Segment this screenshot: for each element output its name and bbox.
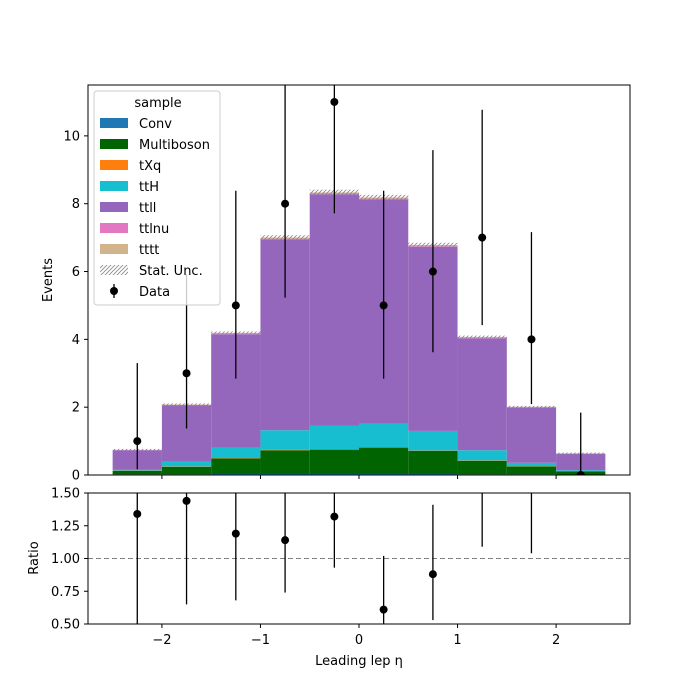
main-y-tick-label-3: 6 [72, 265, 80, 280]
ratio-y-tick-label-0: 0.50 [51, 618, 80, 633]
main-panel: 0 2 4 6 8 10 Events [41, 84, 631, 484]
legend-label-stat-unc: Stat. Unc. [139, 264, 203, 279]
data-point-0 [133, 437, 142, 446]
legend-label-tttt: tttt [139, 243, 159, 258]
stat-unc-bin-7 [457, 335, 507, 339]
legend-label-multiboson: Multiboson [139, 138, 210, 153]
bar-conv-bin-6 [408, 473, 458, 475]
bar-multiboson-bin-8 [506, 466, 557, 475]
bar-tth-bin-7 [457, 450, 507, 461]
main-plot-area [112, 85, 606, 475]
ratio-point-6 [428, 570, 437, 579]
x-tick-label-2: 0 [355, 633, 363, 648]
bar-tth-bin-2 [211, 447, 261, 459]
ratio-point-5 [379, 605, 388, 614]
bar-multiboson-bin-6 [408, 450, 458, 474]
legend-swatch-txq [100, 160, 128, 170]
bar-tth-bin-6 [408, 430, 458, 451]
bar-tth-bin-3 [260, 430, 310, 450]
bar-tth-bin-0 [112, 469, 162, 471]
legend-swatch-tttt [100, 244, 128, 254]
data-point-2 [231, 301, 240, 310]
main-y-tick-label-4: 8 [72, 197, 80, 212]
data-point-4 [330, 97, 339, 106]
ratio-point-0 [133, 509, 142, 518]
ratio-point-1 [182, 496, 191, 505]
ratio-point-2 [231, 529, 240, 538]
data-point-5 [379, 301, 388, 310]
stat-unc-bin-8 [506, 405, 557, 408]
bar-multiboson-bin-1 [161, 466, 212, 475]
legend-label-conv: Conv [139, 117, 172, 132]
legend-swatch-conv [100, 118, 128, 128]
bar-multiboson-bin-2 [211, 458, 261, 474]
legend-label-ttll: ttll [139, 201, 156, 216]
main-y-tick-label-5: 10 [63, 129, 80, 144]
main-y-tick-label-2: 4 [72, 333, 80, 348]
bar-ttll-bin-7 [457, 338, 507, 451]
ratio-y-tick-label-2: 1.00 [51, 552, 80, 567]
bar-conv-bin-5 [359, 473, 409, 475]
bar-tth-bin-1 [161, 461, 212, 467]
legend-swatch-multiboson [100, 139, 128, 149]
x-tick-label-1: −1 [251, 633, 270, 648]
legend-label-tth: ttH [139, 180, 159, 195]
legend-title: sample [134, 96, 181, 111]
ratio-point-4 [330, 512, 339, 521]
bar-multiboson-bin-4 [309, 449, 359, 474]
bar-conv-bin-2 [211, 473, 261, 475]
data-point-8 [527, 335, 536, 344]
legend-label-data: Data [139, 285, 170, 300]
data-point-6 [428, 267, 437, 276]
bar-ttll-bin-8 [506, 407, 557, 463]
ratio-x-axis: −2 −1 0 1 2 [152, 624, 560, 648]
main-y-axis-label: Events [41, 258, 56, 302]
legend-swatch-tth [100, 181, 128, 191]
main-y-tick-label-0: 0 [72, 469, 80, 484]
legend: sample Conv Multiboson tXq ttH ttll ttlnu tttt… [93, 90, 221, 306]
bar-tth-bin-4 [309, 425, 359, 450]
bar-multiboson-bin-5 [359, 447, 409, 474]
x-tick-label-3: 1 [453, 633, 461, 648]
ratio-plot-area [88, 493, 630, 624]
legend-swatch-ttll [100, 202, 128, 212]
bar-tth-bin-5 [359, 423, 409, 448]
ratio-y-axis: 0.50 0.75 1.00 1.25 1.50 [51, 487, 88, 633]
ratio-y-axis-label: Ratio [27, 541, 42, 574]
ratio-y-tick-label-1: 0.75 [51, 585, 80, 600]
main-y-axis: 0 2 4 6 8 10 [63, 129, 88, 484]
legend-swatch-stat-unc [100, 265, 128, 275]
bar-multiboson-bin-3 [260, 450, 310, 474]
bar-multiboson-bin-0 [112, 470, 162, 475]
legend-swatch-data [110, 287, 118, 295]
data-point-9 [576, 471, 585, 475]
ratio-y-tick-label-4: 1.50 [51, 487, 80, 502]
bar-multiboson-bin-7 [457, 460, 507, 475]
ratio-point-3 [281, 536, 290, 545]
legend-label-ttlnu: ttlnu [139, 222, 169, 237]
data-point-7 [478, 233, 487, 242]
bar-conv-bin-4 [309, 473, 359, 475]
bar-tth-bin-8 [506, 462, 557, 467]
bar-ttll-bin-4 [309, 194, 359, 426]
x-axis-label: Leading lep η [315, 654, 403, 669]
main-y-tick-label-1: 2 [72, 401, 80, 416]
legend-label-txq: tXq [139, 159, 161, 174]
ratio-panel: 0.50 0.75 1.00 1.25 1.50 −2 −1 0 1 2 Ratio Leadi… [27, 487, 631, 669]
x-tick-label-4: 2 [552, 633, 560, 648]
bar-conv-bin-3 [260, 473, 310, 475]
main-x-axis [161, 475, 557, 479]
x-tick-label-0: −2 [152, 633, 171, 648]
data-point-1 [182, 369, 191, 378]
data-point-3 [281, 199, 290, 208]
ratio-y-tick-label-3: 1.25 [51, 519, 80, 534]
legend-swatch-ttlnu [100, 223, 128, 233]
